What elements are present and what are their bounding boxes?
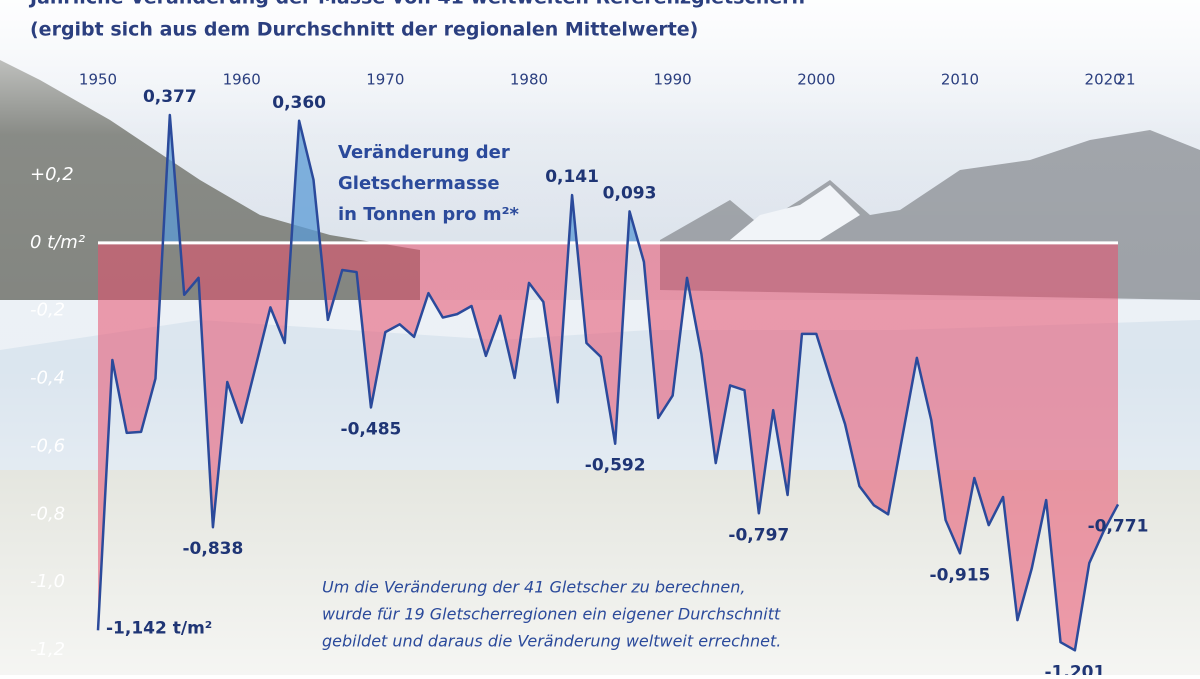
x-tick-label: 1950 — [79, 71, 117, 89]
data-label: -0,771 — [1088, 516, 1149, 536]
x-tick-label: 1980 — [510, 71, 548, 89]
axis-label: Veränderung der Gletschermasse in Tonnen p… — [338, 142, 519, 225]
y-tick-label: -0,6 — [30, 435, 65, 456]
data-label: 0,093 — [603, 183, 657, 203]
chart-subtitle: (ergibt sich aus dem Durchschnitt der re… — [30, 19, 698, 41]
x-tick-label: 1970 — [366, 71, 404, 89]
data-label: -0,592 — [585, 456, 646, 476]
y-tick-label: -0,4 — [30, 368, 65, 389]
data-label: 0,377 — [143, 87, 197, 107]
data-label: -0,915 — [930, 565, 991, 585]
x-tick-label: 2000 — [797, 71, 835, 89]
x-tick-label: 21 — [1116, 71, 1135, 89]
data-label: -0,797 — [728, 525, 789, 545]
data-label: -0,838 — [183, 539, 244, 559]
y-tick-label: +0,2 — [30, 164, 74, 185]
y-tick-label: -0,8 — [30, 503, 65, 524]
data-label: 0,141 — [545, 167, 599, 187]
data-label: -0,485 — [341, 419, 402, 439]
y-tick-label: 0 t/m² — [30, 232, 85, 253]
y-tick-label: -1,0 — [30, 571, 65, 592]
chart-title: Jährliche Veränderung der Masse von 41 w… — [28, 0, 805, 9]
x-tick-label: 2020 — [1085, 71, 1123, 89]
y-tick-label: -0,2 — [30, 300, 65, 321]
axis-label-line: in Tonnen pro m²* — [338, 204, 519, 225]
negative-area — [98, 242, 1118, 651]
data-label: 0,360 — [272, 93, 326, 113]
axis-label-line: Gletschermasse — [338, 173, 500, 194]
data-label: -1,142 t/m² — [106, 618, 212, 638]
x-tick-label: 1990 — [654, 71, 692, 89]
annotation: Um die Veränderung der 41 Gletscher zu b… — [322, 578, 781, 651]
annotation-line: wurde für 19 Gletscherregionen ein eigen… — [322, 605, 781, 624]
axis-label-line: Veränderung der — [338, 142, 510, 163]
y-tick-label: -1,2 — [30, 639, 65, 660]
series-line — [96, 113, 1120, 652]
annotation-line: gebildet und daraus die Veränderung welt… — [322, 632, 781, 651]
x-tick-label: 1960 — [223, 71, 261, 89]
x-tick-label: 2010 — [941, 71, 979, 89]
annotation-line: Um die Veränderung der 41 Gletscher zu b… — [322, 578, 745, 597]
data-label: -1,201 — [1044, 662, 1105, 675]
